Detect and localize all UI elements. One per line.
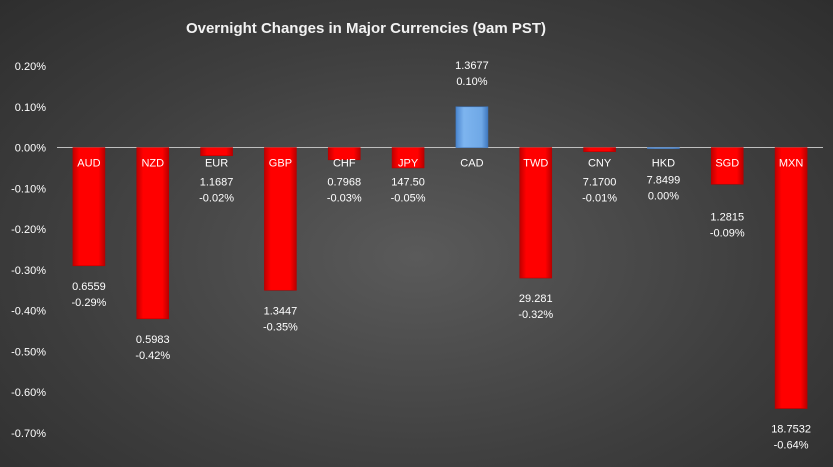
bar-eur	[200, 147, 233, 157]
data-label-rate: 1.3447	[264, 305, 298, 317]
bar-sgd	[710, 147, 744, 185]
data-label-pct: -0.01%	[582, 193, 617, 205]
category-label: JPY	[398, 158, 419, 170]
bar-gbp	[264, 147, 297, 291]
data-label-rate: 0.5983	[136, 334, 170, 346]
y-tick-label: -0.70%	[11, 428, 46, 440]
y-tick-label: -0.60%	[11, 387, 46, 399]
bar-aud	[72, 147, 106, 267]
bar-twd	[519, 147, 553, 279]
chart-title: Overnight Changes in Major Currencies (9…	[186, 20, 546, 37]
y-tick-label: -0.50%	[11, 346, 46, 358]
data-label-pct: -0.09%	[710, 227, 745, 239]
category-label: EUR	[205, 158, 228, 170]
y-tick-label: 0.00%	[15, 143, 46, 155]
category-label: NZD	[141, 158, 164, 170]
bar-chf	[327, 147, 361, 161]
data-label-pct: -0.42%	[135, 350, 170, 362]
category-label: AUD	[77, 158, 100, 170]
data-label-pct: -0.64%	[774, 440, 809, 452]
y-tick-label: -0.40%	[11, 306, 46, 318]
category-label: GBP	[269, 158, 292, 170]
y-tick-label: -0.30%	[11, 265, 46, 277]
data-label-pct: -0.32%	[518, 309, 553, 321]
y-tick-label: -0.10%	[11, 183, 46, 195]
data-label-rate: 1.3677	[455, 60, 489, 72]
category-label: TWD	[523, 158, 548, 170]
data-label-pct: -0.35%	[263, 321, 298, 333]
bar-jpy	[391, 147, 425, 169]
data-label-rate: 1.2815	[710, 211, 744, 223]
bar-hkd	[647, 147, 680, 149]
data-label-pct: -0.02%	[199, 193, 234, 205]
y-tick-label: 0.10%	[15, 102, 46, 114]
data-label-rate: 147.50	[391, 177, 425, 189]
data-label-pct: -0.05%	[391, 193, 426, 205]
category-label: HKD	[652, 158, 675, 170]
data-label-rate: 7.8499	[647, 175, 681, 187]
bar-cad	[455, 106, 489, 148]
data-label-pct: -0.29%	[71, 297, 106, 309]
data-label-rate: 7.1700	[583, 177, 617, 189]
data-label-rate: 1.1687	[200, 177, 234, 189]
category-label: CHF	[333, 158, 356, 170]
data-label-rate: 29.281	[519, 293, 553, 305]
bar-cny	[583, 147, 616, 152]
y-tick-label: -0.20%	[11, 224, 46, 236]
y-tick-label: 0.20%	[15, 61, 46, 73]
data-label-pct: 0.10%	[456, 76, 487, 88]
category-label: CNY	[588, 158, 612, 170]
data-label-pct: -0.03%	[327, 193, 362, 205]
data-label-pct: 0.00%	[648, 191, 679, 203]
category-label: CAD	[460, 158, 483, 170]
data-label-rate: 0.7968	[327, 177, 361, 189]
data-label-rate: 18.7532	[771, 424, 811, 436]
category-label: SGD	[715, 158, 739, 170]
bar-mxn	[774, 147, 808, 409]
bar-nzd	[136, 147, 170, 320]
data-label-rate: 0.6559	[72, 281, 106, 293]
category-label: MXN	[779, 158, 804, 170]
